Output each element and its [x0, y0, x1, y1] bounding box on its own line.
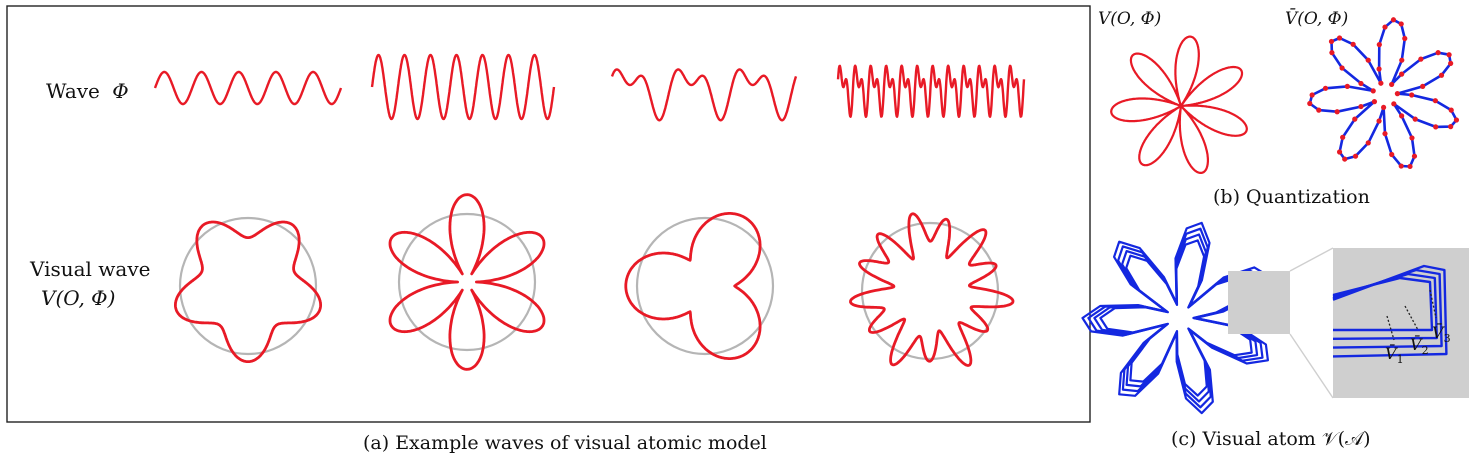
callout-v1: V̄1 — [1385, 342, 1404, 366]
quantization-vertex — [1448, 124, 1454, 130]
reference-circle-1 — [178, 216, 318, 356]
visual-wave-label: Visual wave — [29, 257, 151, 281]
quantization-vertex — [1344, 83, 1350, 89]
quantization-vertex — [1402, 35, 1408, 42]
quantization-vertex — [1376, 118, 1382, 124]
quantization-vertex — [1389, 81, 1395, 88]
quantization-vertex — [1307, 100, 1313, 107]
quantized-visual-wave — [1307, 17, 1460, 170]
callout-line-2 — [1404, 305, 1419, 331]
quantization-vertex — [1433, 124, 1439, 130]
callout-v2: V̄2 — [1410, 333, 1429, 357]
quantization-vertex — [1418, 56, 1424, 62]
quantization-vertex — [1350, 41, 1356, 47]
visual-wave-2 — [388, 193, 546, 371]
quantization-vertex — [1316, 107, 1322, 113]
quantization-vertex — [1382, 24, 1388, 30]
visual-wave-3 — [624, 212, 762, 360]
quantization-vertex — [1358, 103, 1364, 110]
quantization-vertex — [1432, 98, 1438, 104]
quantization-vertex — [1389, 151, 1395, 158]
atom-wave-4 — [1081, 221, 1269, 415]
quantization-vertex — [1339, 65, 1345, 71]
quantization-vertex — [1420, 83, 1426, 89]
callout-v3: V̄3 — [1432, 321, 1451, 345]
quantization-vertex — [1438, 72, 1445, 78]
quantization-vertex — [1435, 50, 1441, 56]
wave-line-4 — [836, 64, 1026, 118]
quantization-vertex — [1336, 35, 1343, 41]
visual-atom-plot — [1081, 221, 1269, 415]
quantization-vertex — [1334, 109, 1340, 115]
quantization-vertex — [1378, 80, 1384, 86]
quantization-vertex — [1365, 57, 1371, 63]
reference-circle-3 — [635, 216, 775, 356]
quantization-vertex — [1399, 71, 1405, 77]
quantization-vertex — [1398, 163, 1404, 169]
quantization-vertex — [1448, 60, 1454, 66]
quantization-vertex — [1398, 21, 1404, 27]
quantization-vertex — [1370, 88, 1376, 94]
reference-circle-4 — [860, 221, 1000, 361]
quantization-vertex — [1376, 66, 1382, 72]
quantization-vertex — [1309, 92, 1315, 98]
quantization-vertex — [1371, 99, 1378, 105]
wave-line-1 — [153, 70, 343, 106]
quantization-vertex — [1352, 116, 1358, 122]
quantization-vertex — [1322, 85, 1329, 91]
quantization-vertex — [1329, 50, 1335, 56]
zoom-guide-top — [1289, 247, 1334, 272]
quantization-vertex — [1391, 101, 1397, 107]
quantization-vertex — [1446, 52, 1452, 58]
quantization-vertex — [1394, 91, 1401, 97]
panel-b-right-label: V̄(O, Φ) — [1285, 7, 1348, 29]
inset-wave-4 — [1332, 264, 1448, 358]
quantization-vertex — [1352, 153, 1359, 159]
wave-line-2 — [370, 53, 556, 121]
zoom-inset — [1333, 248, 1469, 398]
wave-line-3 — [610, 68, 798, 122]
visual-wave-formula: V(O, Φ) — [41, 286, 115, 310]
quantization-vertex — [1328, 38, 1335, 45]
callout-line-3 — [1429, 289, 1437, 319]
quantization-vertex — [1381, 104, 1387, 111]
panel-a-frame — [6, 5, 1091, 423]
quantization-vertex — [1365, 140, 1371, 146]
quantization-vertex — [1336, 149, 1343, 155]
visual-wave-plots — [174, 193, 1015, 371]
quantization-vertex — [1409, 135, 1415, 141]
quantization-vertex — [1382, 131, 1388, 137]
quantization-vertex — [1409, 92, 1415, 98]
continuous-wave-line — [1110, 35, 1248, 174]
visual-wave-1 — [174, 220, 322, 363]
quantization-vertex — [1399, 57, 1405, 63]
wave-row-label: Wave Φ — [46, 79, 129, 103]
zoom-region — [1228, 271, 1290, 334]
caption-c: (c) Visual atom 𝒱(𝒜) — [1171, 428, 1371, 450]
caption-b: (b) Quantization — [1213, 186, 1370, 208]
visual-wave-4 — [849, 212, 1015, 367]
caption-a: (a) Example waves of visual atomic model — [363, 432, 767, 454]
quantization-vertex — [1453, 117, 1460, 123]
quantization-vertex — [1390, 17, 1397, 23]
callout-line-1 — [1386, 315, 1395, 341]
quantization-vertex — [1399, 113, 1405, 119]
quantization-vertex — [1412, 116, 1418, 122]
continuous-visual-wave — [1110, 35, 1248, 174]
panel-b-left-label: V(O, Φ) — [1098, 9, 1161, 29]
wave-plots — [153, 53, 1026, 122]
quantization-vertex — [1358, 80, 1364, 87]
zoom-guide-bottom — [1289, 333, 1334, 399]
quantization-vertex — [1340, 134, 1346, 140]
quantization-vertex — [1448, 107, 1454, 113]
zoom-inset-lines — [1332, 264, 1448, 358]
reference-circle-2 — [397, 212, 537, 352]
quantization-vertex — [1342, 156, 1348, 162]
quantization-vertex — [1411, 153, 1418, 159]
quantization-vertex — [1376, 42, 1382, 48]
quantization-vertex — [1407, 163, 1413, 170]
